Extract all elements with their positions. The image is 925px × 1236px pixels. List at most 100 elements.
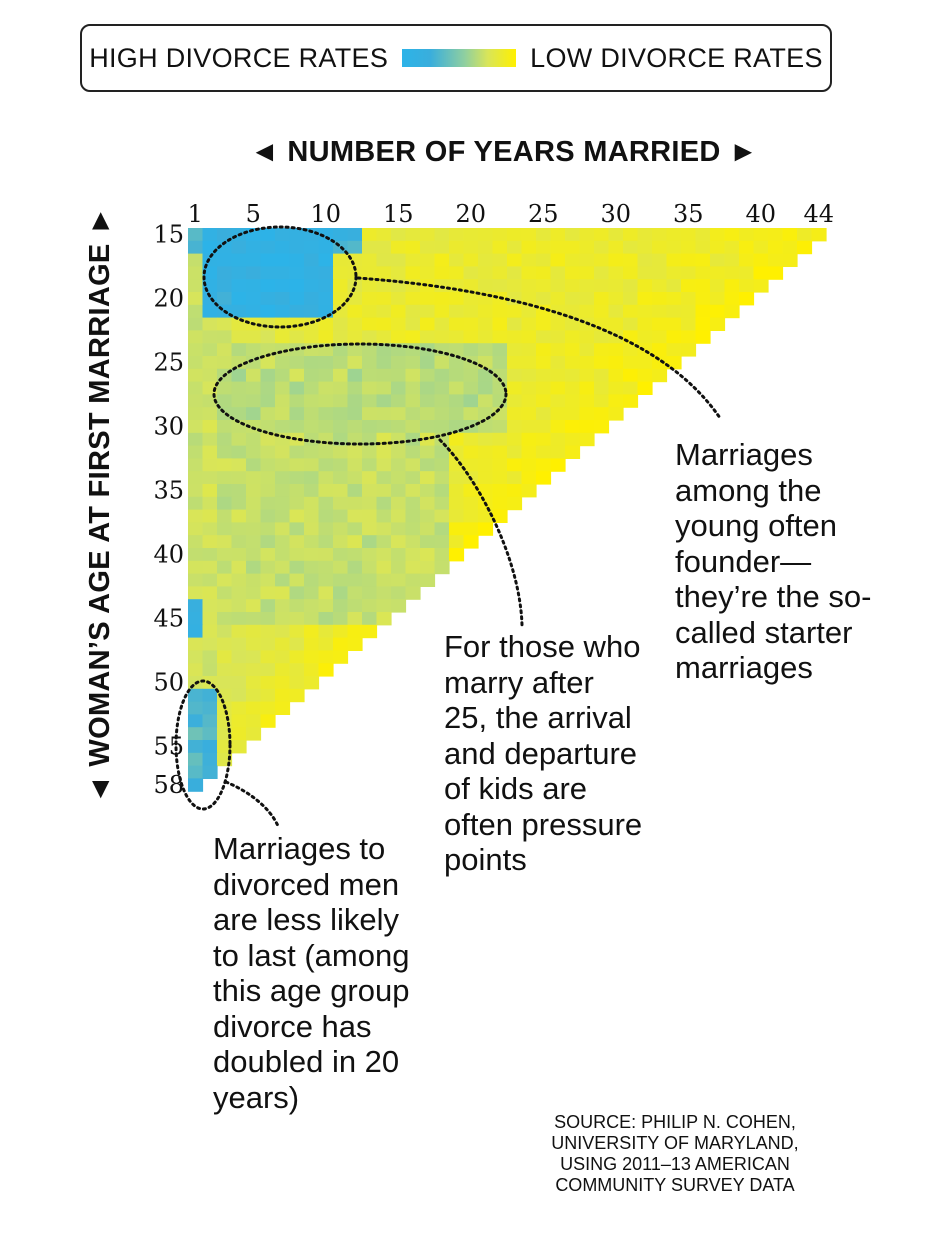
heatmap-cell: [420, 458, 436, 472]
heatmap-cell: [420, 381, 436, 395]
heatmap-cell: [666, 253, 682, 267]
heatmap-cell: [507, 445, 523, 459]
heatmap-cell: [318, 356, 334, 370]
heatmap-cell: [231, 394, 247, 408]
heatmap-cell: [652, 317, 668, 331]
heatmap-cell: [434, 228, 450, 242]
starter-marriage-oval: [202, 225, 358, 329]
heatmap-cell: [724, 292, 740, 306]
heatmap-cell: [275, 637, 291, 651]
heatmap-cell: [449, 228, 465, 242]
heatmap-cell: [275, 279, 291, 293]
heatmap-cell: [318, 560, 334, 575]
heatmap-cell: [811, 228, 827, 242]
heatmap-cell: [246, 560, 262, 575]
heatmap-cell: [695, 330, 711, 344]
x-tick-label: 35: [673, 200, 704, 228]
heatmap-cell: [405, 509, 421, 523]
heatmap-cell: [333, 330, 349, 344]
heatmap-cell: [231, 599, 247, 613]
heatmap-cell: [188, 407, 204, 421]
heatmap-cell: [217, 560, 233, 575]
heatmap-cell: [376, 484, 392, 498]
heatmap-cell: [637, 240, 653, 255]
heatmap-cell: [318, 573, 334, 587]
heatmap-cell: [478, 266, 494, 280]
heatmap-cell: [347, 394, 363, 408]
heatmap-cell: [217, 292, 233, 306]
heatmap-cell: [376, 240, 392, 255]
heatmap-cell: [347, 368, 363, 383]
heatmap-cell: [521, 279, 537, 293]
heatmap-cell: [304, 496, 320, 511]
heatmap-cell: [565, 279, 581, 293]
heatmap-cell: [246, 484, 262, 498]
heatmap-cell: [521, 317, 537, 331]
heatmap-cell: [260, 714, 276, 728]
heatmap-cell: [420, 548, 436, 562]
heatmap-cell: [347, 228, 363, 242]
heatmap-cell: [666, 356, 682, 370]
heatmap-cell: [246, 663, 262, 677]
heatmap-cell: [652, 343, 668, 357]
heatmap-cell: [188, 343, 204, 357]
heatmap-cell: [753, 266, 769, 280]
heatmap-cell: [260, 266, 276, 280]
heatmap-cell: [188, 586, 204, 600]
heatmap-cell: [362, 368, 378, 383]
heatmap-cell: [521, 407, 537, 421]
heatmap-cell: [768, 240, 784, 255]
heatmap-cell: [521, 458, 537, 472]
heatmap-cell: [289, 612, 305, 626]
x-tick-label: 40: [745, 200, 776, 228]
y-tick-label: 58: [153, 771, 184, 799]
heatmap-cell: [217, 612, 233, 626]
heatmap-cell: [550, 368, 566, 383]
heatmap-cell: [724, 253, 740, 267]
heatmap-cell: [362, 240, 378, 255]
heatmap-cell: [188, 701, 204, 715]
heatmap-cell: [521, 343, 537, 357]
heatmap-cell: [260, 407, 276, 421]
heatmap-cell: [275, 496, 291, 511]
heatmap-cell: [478, 458, 494, 472]
heatmap-cell: [275, 586, 291, 600]
heatmap-cell: [449, 356, 465, 370]
heatmap-cell: [304, 484, 320, 498]
heatmap-cell: [217, 228, 233, 242]
heatmap-cell: [347, 522, 363, 536]
heatmap-cell: [623, 304, 639, 319]
heatmap-cell: [666, 279, 682, 293]
y-tick-label: 50: [153, 668, 184, 696]
heatmap-cell: [246, 650, 262, 664]
heatmap-cell: [275, 407, 291, 421]
heatmap-cell: [188, 445, 204, 459]
heatmap-cell: [260, 317, 276, 331]
heatmap-cell: [405, 471, 421, 485]
heatmap-cell: [521, 381, 537, 395]
heatmap-cell: [289, 688, 305, 703]
heatmap-cell: [623, 381, 639, 395]
heatmap-cell: [376, 420, 392, 434]
heatmap-cell: [246, 240, 262, 255]
y-tick-label: 40: [153, 540, 184, 568]
heatmap-cell: [202, 599, 218, 613]
heatmap-cell: [333, 496, 349, 511]
heatmap-cell: [260, 394, 276, 408]
heatmap-cell: [376, 586, 392, 600]
heatmap-cell: [550, 432, 566, 447]
heatmap-cell: [362, 343, 378, 357]
heatmap-cell: [710, 240, 726, 255]
heatmap-cell: [347, 509, 363, 523]
heatmap-cell: [318, 637, 334, 651]
heatmap-cell: [202, 509, 218, 523]
heatmap-cell: [188, 304, 204, 319]
heatmap-cell: [289, 560, 305, 575]
heatmap-cell: [507, 330, 523, 344]
heatmap-cell: [376, 356, 392, 370]
heatmap-cell: [231, 317, 247, 331]
heatmap-cell: [449, 343, 465, 357]
heatmap-cell: [231, 368, 247, 383]
heatmap-cell: [478, 304, 494, 319]
heatmap-cell: [304, 663, 320, 677]
